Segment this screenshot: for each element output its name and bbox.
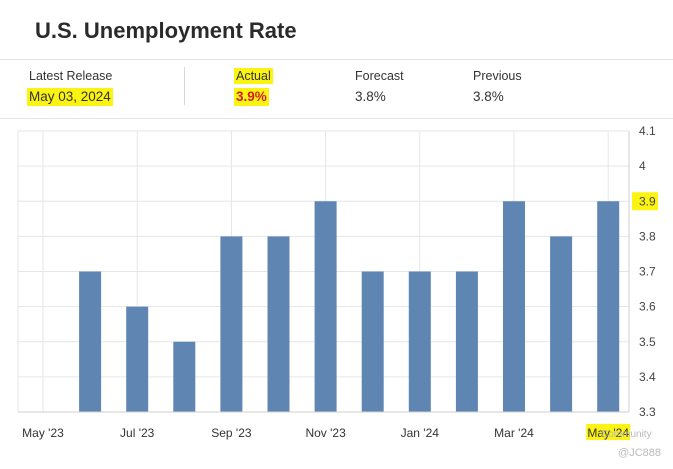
bar [79,271,102,412]
watermark-id: @JC888 [618,447,661,459]
x-tick-highlight [586,424,631,440]
divider-bottom [0,118,673,119]
x-tick-label: Nov '23 [305,426,346,440]
y-tick-label: 3.5 [639,335,656,349]
stat-separator [184,67,185,105]
y-tick-label: 3.8 [639,229,656,243]
forecast-label: Forecast [355,69,404,83]
latest-release-label: Latest Release [29,69,113,83]
forecast-value: 3.8% [355,89,386,104]
y-tick-highlight [632,192,658,211]
bar [408,271,431,412]
previous-label: Previous [473,69,522,83]
stat-forecast: Forecast 3.8% [353,67,406,106]
previous-value: 3.8% [473,89,504,104]
x-tick-label: May '23 [22,426,64,440]
page-title: U.S. Unemployment Rate [35,18,297,43]
actual-value: 3.9% [234,88,269,106]
bar [267,236,290,412]
actual-label: Actual [234,68,273,84]
latest-release-value: May 03, 2024 [27,88,113,106]
x-tick-label: Sep '23 [211,426,252,440]
unemployment-bar-chart: 3.3 3.4 3.5 3.6 3.7 3.8 3.9 4 4.1 May '23 Jul '23 S… [17,124,658,440]
y-tick-label: 4.1 [639,124,656,138]
y-tick-label: 3.4 [639,370,656,384]
bar [503,201,525,412]
x-tick-label: Jul '23 [120,426,155,440]
y-tick-label: 4 [639,159,646,173]
x-tick-label: Mar '24 [494,426,534,440]
x-tick-label: Jan '24 [401,426,440,440]
bar [314,201,337,412]
stat-previous: Previous 3.8% [471,67,524,106]
divider-top [0,59,673,60]
bar [455,271,478,412]
watermark-text: Community [601,429,652,440]
y-tick-label: 3.9 [639,194,656,208]
bar [597,201,620,412]
bar [550,236,573,412]
y-tick-label: 3.3 [639,405,656,419]
stat-latest-release: Latest Release May 03, 2024 [27,67,114,106]
bar [220,236,243,412]
y-tick-label: 3.7 [639,265,656,279]
x-tick-label: May '24 [587,426,629,440]
bar [126,306,149,412]
y-tick-label: 3.6 [639,300,656,314]
bar [173,341,196,412]
stat-actual: Actual 3.9% [234,67,273,106]
bar [361,271,384,412]
